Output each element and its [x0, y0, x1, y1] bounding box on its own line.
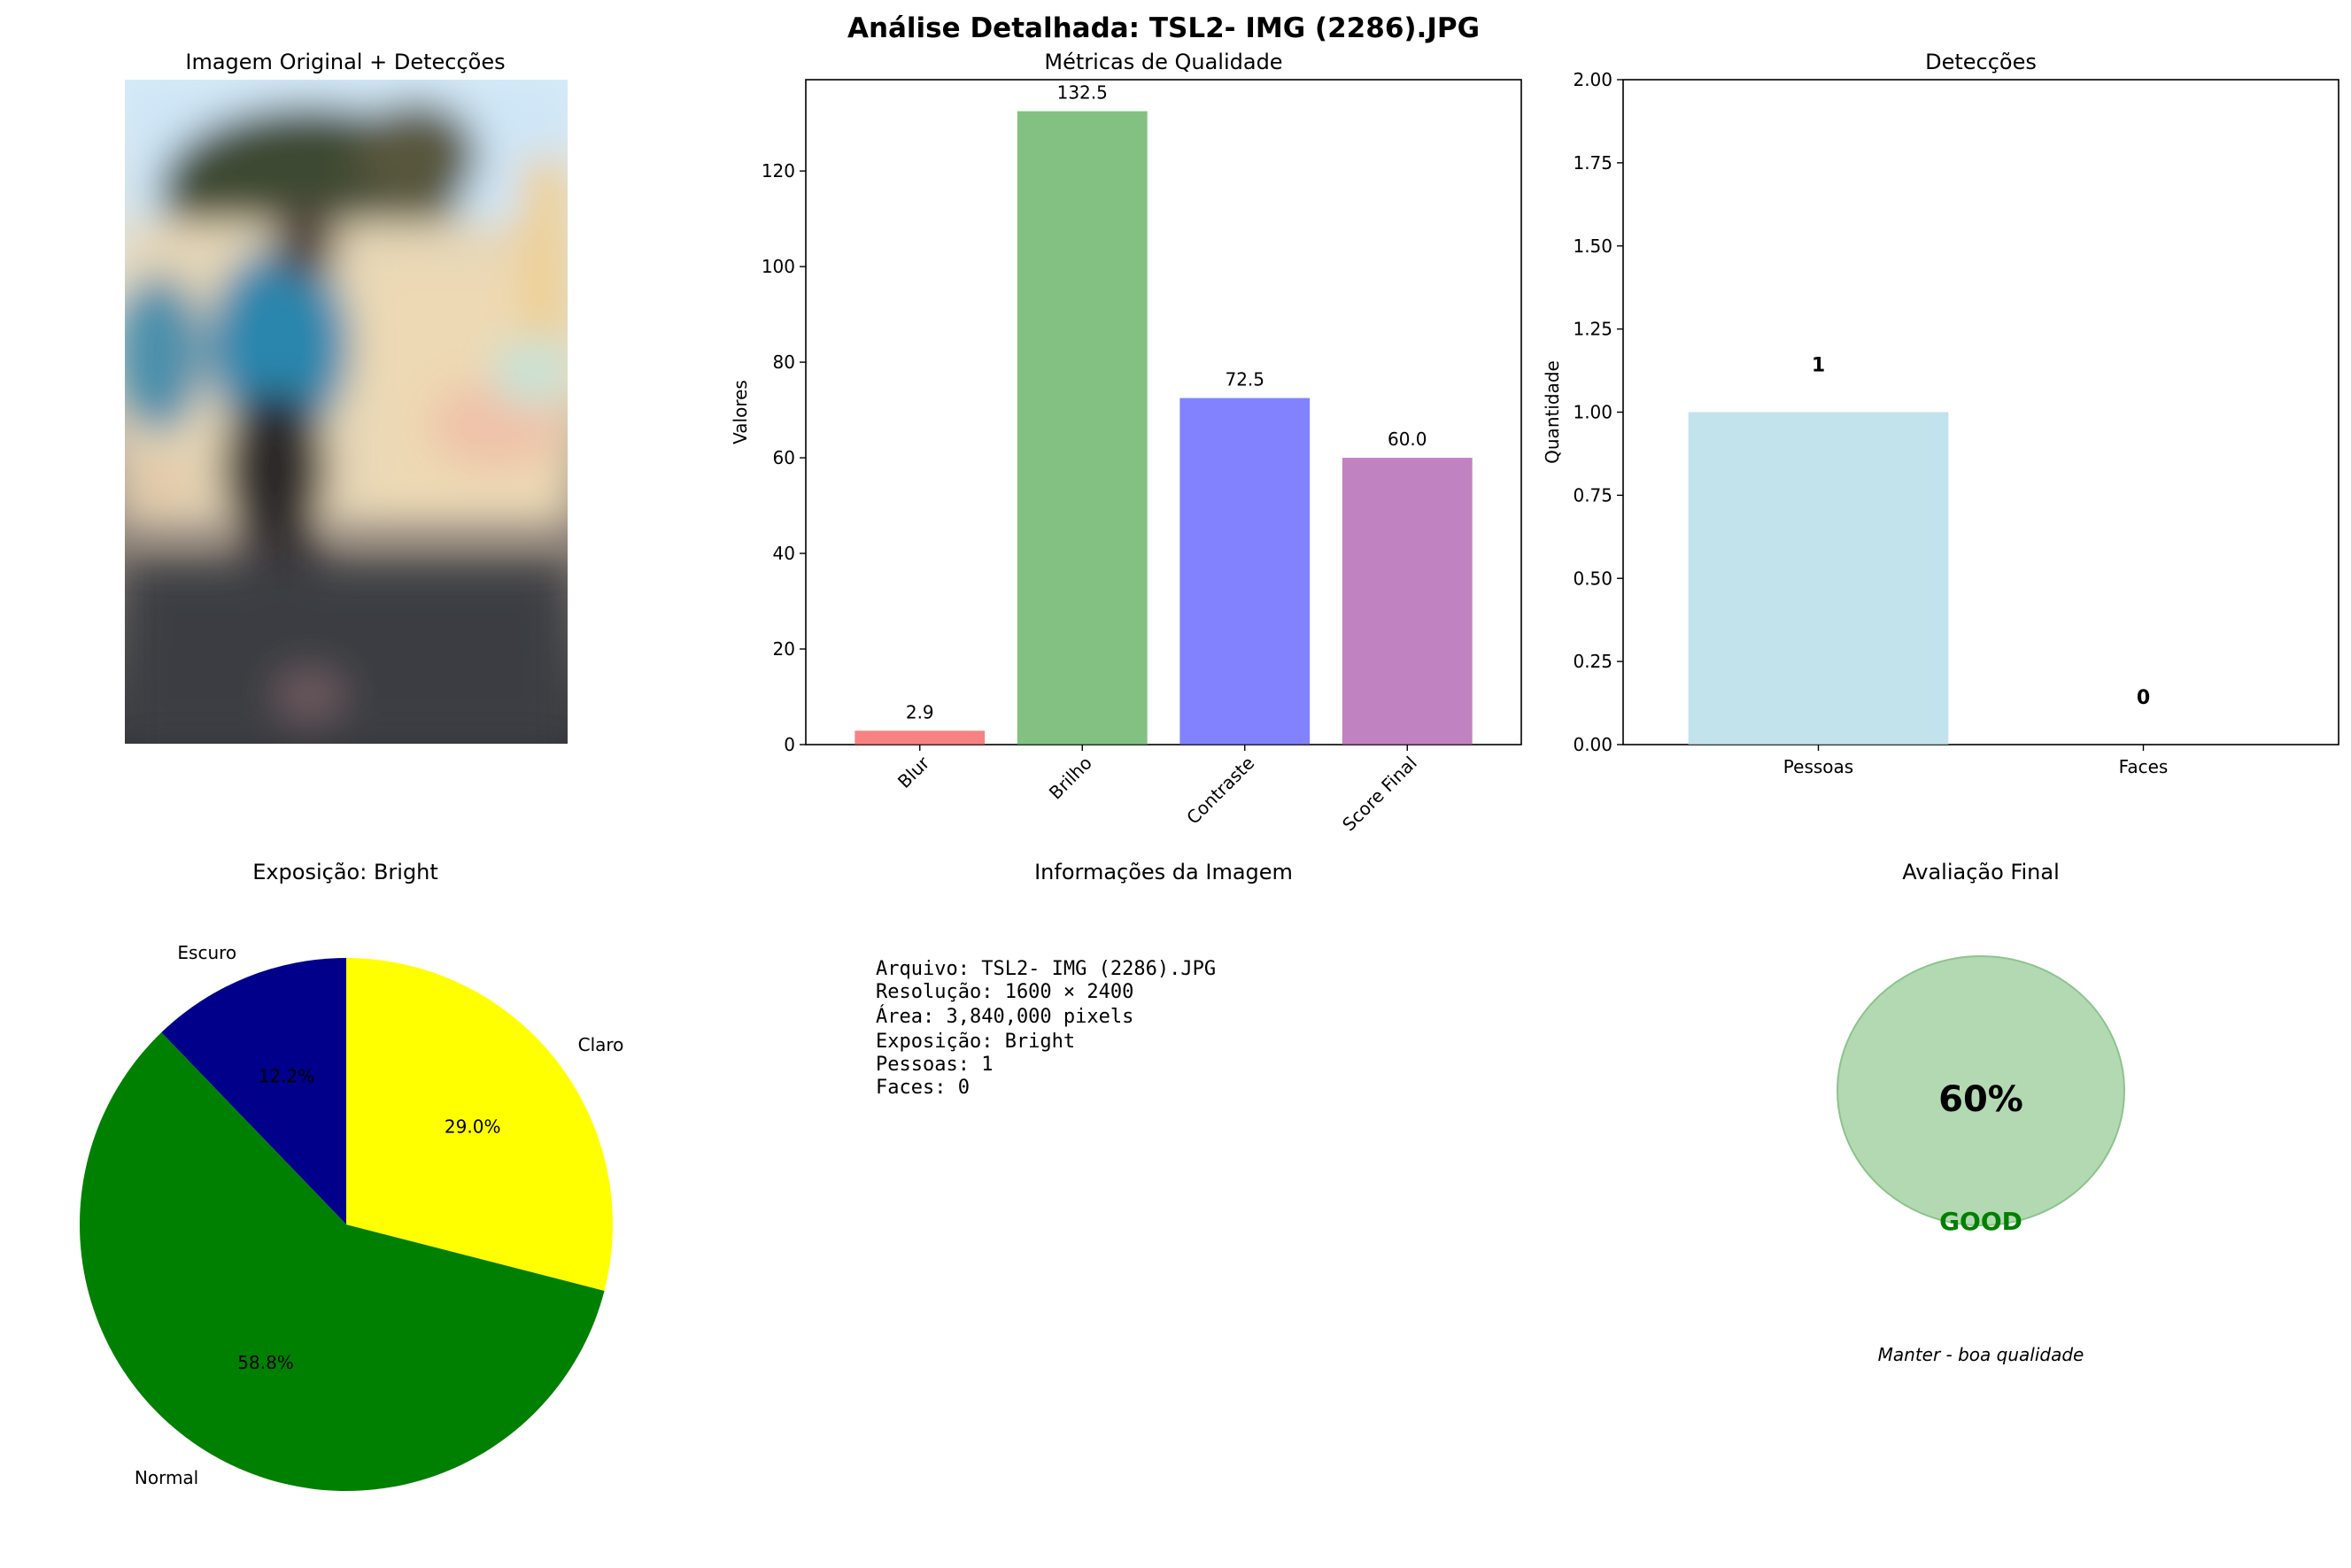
y-tick-label: 0 [784, 734, 795, 755]
value-label: 72.5 [1225, 369, 1264, 390]
y-tick-label: 60 [773, 447, 795, 468]
y-axis-label: Quantidade [1542, 360, 1563, 464]
value-label: 60.0 [1388, 429, 1427, 450]
pie-pct-label: 58.8% [237, 1352, 294, 1373]
info-line-file: Arquivo: TSL2- IMG (2286).JPG [876, 958, 1216, 980]
x-tick-label: Faces [2119, 756, 2169, 777]
pie-slice-normal [80, 1032, 605, 1491]
metrics-bar-chart: 0 20 40 60 80 100 120 Valores Blur 2.9 Brilho 132.5… [730, 79, 1522, 836]
y-tick-label: 1.75 [1573, 152, 1612, 174]
score-circle [1837, 955, 2125, 1226]
info-panel-title: Informações da Imagem [1034, 860, 1293, 884]
y-tick-label: 120 [762, 160, 795, 182]
x-tick-label: Brilho [1045, 753, 1096, 804]
pie-slice-escuro [161, 958, 346, 1224]
x-tick-label: Blur [893, 752, 934, 792]
y-tick-label: 100 [762, 256, 795, 277]
bar-brilho [1017, 111, 1148, 745]
score-value: 60% [1938, 1079, 2023, 1120]
y-tick-label: 80 [773, 351, 795, 373]
y-tick-label: 1.25 [1573, 319, 1612, 340]
value-label: 0 [2137, 687, 2150, 709]
x-tick-label: Pessoas [1783, 756, 1853, 777]
photo-thumbnail [125, 80, 568, 744]
bar-pessoas [1688, 412, 1949, 745]
y-tick-label: 1.00 [1573, 402, 1612, 423]
image-panel-title: Imagem Original + Detecções [185, 50, 505, 74]
figure-title: Análise Detalhada: TSL2- IMG (2286).JPG [847, 12, 1480, 44]
pie-pct-label: 29.0% [445, 1116, 501, 1137]
info-line-people: Pessoas: 1 [876, 1054, 993, 1076]
detections-chart-title: Detecções [1925, 50, 2037, 74]
y-tick-label: 1.50 [1573, 236, 1612, 257]
y-tick-label: 20 [773, 638, 795, 660]
pie-pct-label: 12.2% [259, 1066, 315, 1087]
info-line-area: Área: 3,840,000 pixels [876, 1005, 1133, 1028]
value-label: 132.5 [1057, 82, 1108, 104]
y-tick-label: 0.25 [1573, 651, 1612, 672]
axes-frame [805, 79, 1522, 745]
pie-label: Escuro [177, 942, 236, 963]
x-tick-label: Score Final [1338, 753, 1421, 836]
pie-slice-claro [346, 958, 613, 1291]
info-line-exposure: Exposição: Bright [876, 1031, 1075, 1053]
y-tick-label: 0.00 [1573, 734, 1612, 755]
value-label: 1 [1812, 355, 1825, 377]
y-tick-label: 0.75 [1573, 484, 1612, 506]
info-line-faces: Faces: 0 [876, 1077, 970, 1099]
value-label: 2.9 [906, 701, 934, 722]
info-line-resolution: Resolução: 1600 × 2400 [876, 981, 1133, 1003]
detections-bar-chart: 0.00 0.25 0.50 0.75 1.00 1.25 1.50 1.75 2.00 Quan… [1542, 69, 2339, 777]
bar-blur [855, 730, 986, 745]
grade-label: GOOD [1939, 1207, 2022, 1236]
recommendation-text: Manter - boa qualidade [1878, 1344, 2084, 1365]
exposure-pie-chart: Escuro 12.2% Normal 58.8% Claro 29.0% [80, 942, 623, 1491]
y-axis-label: Valores [730, 380, 751, 444]
x-tick-label: Contraste [1182, 753, 1258, 829]
y-tick-label: 0.50 [1573, 568, 1612, 589]
bar-contraste [1179, 398, 1311, 745]
final-panel-title: Avaliação Final [1902, 860, 2060, 884]
metrics-chart-title: Métricas de Qualidade [1044, 50, 1282, 74]
bar-score-final [1342, 458, 1473, 745]
exposure-chart-title: Exposição: Bright [252, 860, 438, 884]
y-tick-label: 2.00 [1573, 69, 1612, 90]
pie-label: Claro [578, 1034, 624, 1055]
info-lines: Arquivo: TSL2- IMG (2286).JPG Resolução:… [876, 958, 1216, 1099]
pie-label: Normal [135, 1467, 198, 1488]
y-tick-label: 40 [773, 543, 795, 564]
